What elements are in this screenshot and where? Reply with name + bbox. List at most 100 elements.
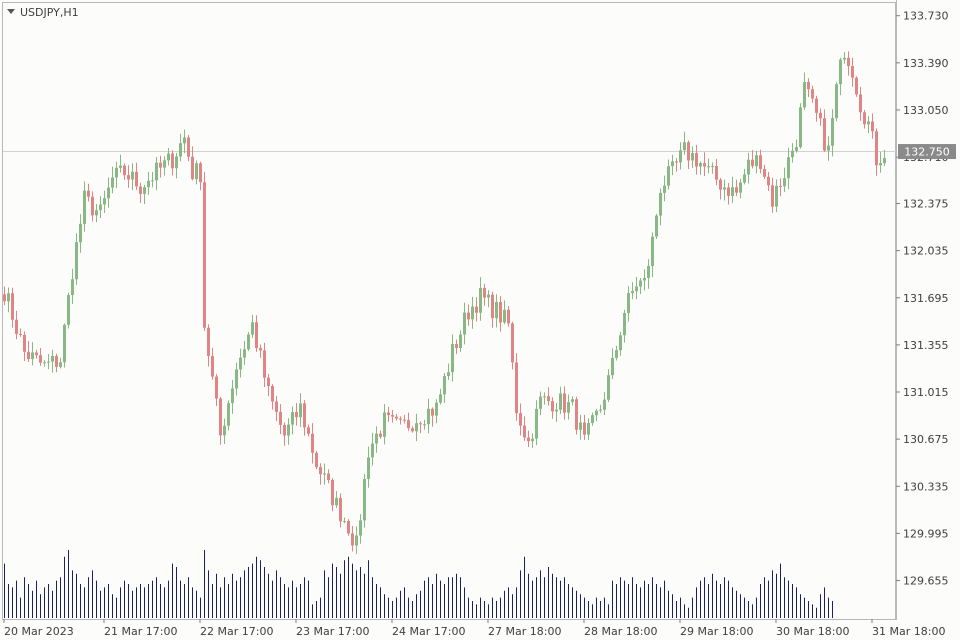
candle-body [51, 355, 54, 362]
candle-body [883, 158, 886, 164]
candle-body [567, 402, 570, 413]
candle-body [635, 286, 638, 292]
candle-body [79, 223, 82, 243]
candle-body [147, 180, 150, 188]
candle-body [475, 306, 478, 313]
candle-body [699, 163, 702, 167]
time-axis: 20 Mar 2023 21 Mar 17:00 22 Mar 17:00 23 Ma… [3, 619, 945, 638]
candle-body [527, 437, 530, 442]
candle-body [27, 351, 30, 360]
volume-histogram [4, 550, 833, 618]
candle-body [843, 57, 846, 60]
candle-body [543, 396, 546, 398]
candle-series [3, 51, 886, 554]
candle-body [795, 147, 798, 151]
candle-body [655, 215, 658, 237]
candle-body [495, 302, 498, 319]
candle-body [727, 187, 730, 196]
candle-body [651, 236, 654, 267]
candle-body [407, 420, 410, 429]
candle-body [867, 121, 870, 125]
candle-body [151, 180, 154, 182]
candle-body [839, 59, 842, 85]
candle-body [279, 411, 282, 425]
candle-body [855, 77, 858, 95]
candle-body [243, 349, 246, 358]
candle-body [631, 291, 634, 294]
candle-body [247, 334, 250, 350]
chevron-down-icon[interactable] [7, 9, 15, 14]
candle-body [223, 425, 226, 436]
candle-body [123, 165, 126, 176]
time-tick-label: 22 Mar 17:00 [200, 625, 273, 638]
candle-body [679, 150, 682, 163]
candle-body [11, 293, 14, 320]
candle-body [823, 118, 826, 151]
candle-body [483, 287, 486, 298]
candle-body [519, 413, 522, 426]
candle-body [35, 352, 38, 356]
candle-body [735, 187, 738, 193]
candle-body [695, 152, 698, 167]
candle-body [707, 166, 710, 168]
candle-body [463, 312, 466, 335]
symbol-title[interactable]: USDJPY,H1 [7, 6, 79, 19]
candle-body [459, 334, 462, 348]
price-tick-label: 129.655 [903, 575, 949, 588]
candle-body [431, 408, 434, 416]
candle-body [815, 98, 818, 113]
candle-body [299, 403, 302, 418]
candle-body [15, 319, 18, 334]
price-tick-label: 129.995 [903, 527, 949, 540]
candle-body [183, 137, 186, 144]
candle-body [771, 185, 774, 207]
candle-body [827, 145, 830, 151]
candle-body [479, 287, 482, 313]
candle-body [775, 185, 778, 207]
candle-body [443, 376, 446, 395]
candle-body [415, 423, 418, 432]
candle-body [131, 171, 134, 180]
candle-body [387, 412, 390, 416]
candle-body [667, 166, 670, 186]
candle-body [471, 306, 474, 320]
candle-body [255, 322, 258, 349]
candle-body [227, 403, 230, 426]
candle-body [711, 165, 714, 167]
candle-body [39, 355, 42, 363]
candle-body [871, 121, 874, 132]
candle-body [311, 433, 314, 453]
candle-body [743, 174, 746, 183]
candle-body [59, 362, 62, 367]
candle-body [159, 162, 162, 168]
candle-body [19, 333, 22, 335]
candle-body [803, 82, 806, 108]
candle-body [275, 401, 278, 412]
candle-body [363, 478, 366, 521]
candle-body [755, 155, 758, 167]
candle-body [763, 168, 766, 177]
candle-body [207, 327, 210, 356]
candle-body [379, 433, 382, 437]
candle-body [819, 112, 822, 119]
candle-body [875, 131, 878, 166]
candle-body [179, 143, 182, 157]
candle-body [359, 520, 362, 536]
candle-body [523, 425, 526, 438]
candle-body [75, 242, 78, 280]
price-tick-label: 131.355 [903, 339, 949, 352]
candle-body [167, 153, 170, 161]
current-price-label: 132.750 [904, 146, 950, 159]
price-tick-label: 131.695 [903, 292, 949, 305]
candle-body [271, 386, 274, 402]
candle-body [343, 520, 346, 522]
candle-body [291, 412, 294, 425]
candle-body [535, 408, 538, 439]
candle-body [619, 335, 622, 351]
candle-body [235, 369, 238, 389]
candle-body [287, 424, 290, 436]
candle-body [303, 403, 306, 428]
candle-body [351, 533, 354, 546]
